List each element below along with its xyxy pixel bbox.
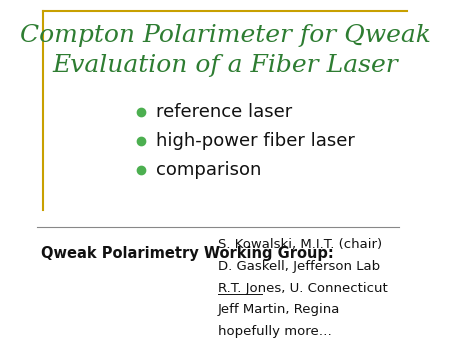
Text: reference laser: reference laser	[157, 103, 292, 121]
Text: Qweak Polarimetry Working Group:: Qweak Polarimetry Working Group:	[41, 246, 333, 261]
Text: D. Gaskell, Jefferson Lab: D. Gaskell, Jefferson Lab	[218, 260, 380, 273]
Text: Jeff Martin, Regina: Jeff Martin, Regina	[218, 304, 340, 316]
Text: S. Kowalski, M.I.T. (chair): S. Kowalski, M.I.T. (chair)	[218, 238, 382, 251]
Text: comparison: comparison	[157, 161, 262, 179]
Text: high-power fiber laser: high-power fiber laser	[157, 132, 356, 150]
Text: Evaluation of a Fiber Laser: Evaluation of a Fiber Laser	[53, 54, 399, 77]
Text: Compton Polarimeter for Qweak: Compton Polarimeter for Qweak	[20, 24, 431, 47]
Text: R.T. Jones, U. Connecticut: R.T. Jones, U. Connecticut	[218, 282, 388, 294]
Text: hopefully more…: hopefully more…	[218, 325, 332, 338]
